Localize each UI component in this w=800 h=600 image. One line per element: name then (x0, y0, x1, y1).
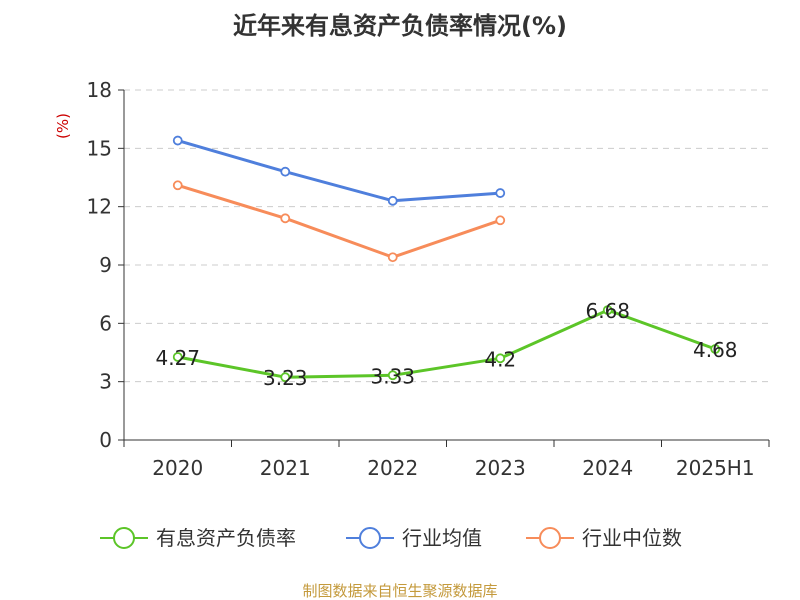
data-label: 3.33 (370, 364, 415, 388)
series-line (177, 183, 501, 259)
data-point (710, 344, 721, 354)
y-tick-label: 18 (87, 78, 112, 102)
y-tick-label: 9 (99, 253, 112, 277)
legend-swatch-marker (113, 527, 135, 549)
legend-swatch-marker (539, 527, 561, 549)
y-tick-label: 12 (87, 195, 112, 219)
y-tick-label: 0 (99, 428, 112, 452)
x-tick-label: 2022 (367, 456, 418, 480)
series-lines (172, 135, 721, 383)
y-tick-label: 3 (99, 370, 112, 394)
axes: 0 3 6 9 12 15 18 2020 2021 2022 2023 2024 2025H1 (87, 78, 770, 480)
data-label: 6.68 (585, 299, 630, 323)
chart-title: 近年来有息资产负债率情况(%) (233, 12, 567, 40)
x-tick-label: 2025H1 (676, 456, 755, 480)
data-point (495, 353, 506, 364)
source-note: 制图数据来自恒生聚源数据库 (302, 582, 497, 600)
y-tick-label: 6 (99, 311, 112, 335)
x-tick-label: 2024 (582, 456, 633, 480)
data-point (172, 352, 183, 362)
data-label: 3.23 (263, 366, 308, 390)
data-point (172, 180, 183, 191)
x-tick-label: 2023 (475, 456, 526, 480)
y-axis-unit-label: (%) (54, 113, 72, 139)
data-point (602, 305, 613, 316)
grid-lines (124, 89, 769, 383)
legend: 有息资产负债率 行业均值 行业中位数 (100, 526, 682, 550)
legend-label: 有息资产负债率 (156, 526, 296, 550)
series-line (177, 308, 716, 379)
data-point (387, 195, 398, 206)
x-tick-label: 2020 (152, 456, 203, 480)
legend-label: 行业中位数 (582, 526, 682, 550)
data-point (172, 135, 183, 146)
data-point (280, 213, 291, 224)
legend-swatch-marker (359, 527, 381, 549)
data-point (495, 188, 506, 198)
legend-label: 行业均值 (402, 526, 482, 550)
data-point (495, 215, 506, 226)
data-label: 4.68 (693, 338, 738, 362)
data-point (387, 370, 398, 381)
y-tick-label: 15 (87, 136, 112, 160)
data-label: 4.2 (484, 347, 516, 371)
series-line (177, 139, 501, 203)
x-tick-label: 2021 (260, 456, 311, 480)
data-label: 4.27 (155, 346, 200, 370)
data-point (280, 372, 291, 383)
data-point (387, 252, 398, 263)
data-labels: 4.27 3.23 3.33 4.2 6.68 4.68 (155, 299, 737, 390)
data-point (280, 166, 291, 177)
